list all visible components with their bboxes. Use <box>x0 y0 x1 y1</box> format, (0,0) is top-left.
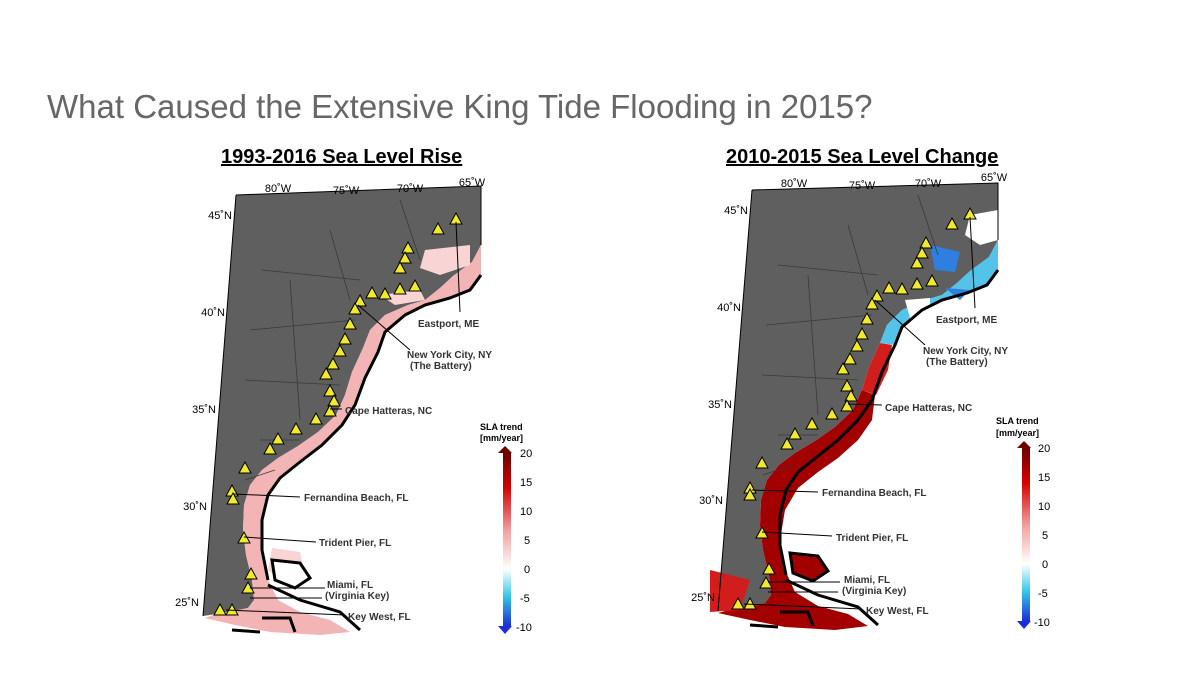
label-miami-2: (Virginia Key) <box>325 591 389 602</box>
cbar-tick: 10 <box>1038 501 1050 513</box>
lon-label-70w: 70˚W <box>397 183 424 195</box>
cbar-tick: 10 <box>520 506 532 518</box>
lon-label-75w: 75˚W <box>333 185 360 197</box>
cbar-tick: -5 <box>1038 588 1048 600</box>
colorbar-left: SLA trend [mm/year] 20 15 10 5 0 -5 -10 <box>480 422 532 634</box>
station-leaders-left <box>225 221 461 616</box>
colorbar-title-2: [mm/year] <box>996 428 1039 438</box>
cbar-tick: -10 <box>516 622 532 634</box>
lat-label-30n: 30˚N <box>183 501 207 513</box>
cuba-outline <box>231 583 362 634</box>
lon-label-80w: 80˚W <box>781 178 808 190</box>
cbar-tick: 5 <box>524 535 530 547</box>
map-left: 80˚W 75˚W 70˚W 65˚W 45˚N 40˚N 35˚N 30˚N … <box>175 177 532 635</box>
label-nyc-2: (The Battery) <box>926 357 988 368</box>
cbar-tick: 15 <box>1038 472 1050 484</box>
ocean-shelf <box>205 245 481 635</box>
label-miami-1: Miami, FL <box>327 580 373 591</box>
label-nyc-1: New York City, NY <box>407 350 492 361</box>
coastline <box>260 274 483 581</box>
cbar-tick: -10 <box>1034 617 1050 629</box>
map-right: 80˚W 75˚W 70˚W 65˚W 45˚N 40˚N 35˚N 30˚N … <box>691 172 1050 630</box>
lat-label-35n: 35˚N <box>708 399 732 411</box>
label-fernandina: Fernandina Beach, FL <box>304 493 408 504</box>
colorbar-right: SLA trend [mm/year] 20 15 10 5 0 -5 -10 <box>996 416 1050 629</box>
label-fernandina: Fernandina Beach, FL <box>822 488 926 499</box>
lon-label-65w: 65˚W <box>981 172 1008 184</box>
label-eastport: Eastport, ME <box>418 319 479 330</box>
label-nyc-1: New York City, NY <box>923 346 1008 357</box>
coastline <box>778 269 1000 576</box>
label-trident: Trident Pier, FL <box>836 533 908 544</box>
label-trident: Trident Pier, FL <box>319 538 391 549</box>
lon-label-65w: 65˚W <box>459 177 486 189</box>
lon-label-75w: 75˚W <box>849 180 876 192</box>
lat-label-25n: 25˚N <box>691 592 715 604</box>
lat-label-45n: 45˚N <box>208 210 232 222</box>
cbar-tick: 5 <box>1042 530 1048 542</box>
slide-title: What Caused the Extensive King Tide Floo… <box>47 88 873 125</box>
cbar-tick: -5 <box>520 593 530 605</box>
tide-stations-right <box>731 206 977 610</box>
ocean-blue-deep <box>930 245 970 300</box>
label-miami-1: Miami, FL <box>844 575 890 586</box>
bahamas-outline <box>270 558 313 590</box>
map-title-right: 2010-2015 Sea Level Change <box>726 146 999 168</box>
label-eastport: Eastport, ME <box>936 315 997 326</box>
lon-label-80w: 80˚W <box>265 183 292 195</box>
map-panel-right: 2010-2015 Sea Level Change 80˚W 75˚W 70˚… <box>600 0 1200 675</box>
map-panel-left: 1993-2016 Sea Level Rise 80˚W 75˚W 70 <box>175 146 532 635</box>
lat-label-35n: 35˚N <box>192 404 216 416</box>
ocean-red-mid <box>710 343 892 612</box>
colorbar-title-2: [mm/year] <box>480 433 523 443</box>
lat-label-45n: 45˚N <box>724 205 748 217</box>
lat-label-40n: 40˚N <box>717 302 741 314</box>
label-keywest: Key West, FL <box>866 606 929 617</box>
cuba-outline <box>749 578 880 629</box>
lat-label-30n: 30˚N <box>699 495 723 507</box>
cbar-tick: 20 <box>520 448 532 460</box>
colorbar-title-1: SLA trend <box>996 416 1039 426</box>
cbar-tick: 20 <box>1038 443 1050 455</box>
ocean-white <box>905 210 998 318</box>
bahamas-outline <box>788 551 831 583</box>
cbar-tick: 0 <box>524 564 530 576</box>
lon-label-70w: 70˚W <box>915 178 942 190</box>
map-title-left: 1993-2016 Sea Level Rise <box>221 146 463 168</box>
label-miami-2: (Virginia Key) <box>842 586 906 597</box>
tide-stations-left <box>213 211 463 616</box>
station-leaders-right <box>743 216 976 610</box>
cbar-tick: 15 <box>520 477 532 489</box>
label-nyc-2: (The Battery) <box>410 361 472 372</box>
cbar-tick: 0 <box>1042 559 1048 571</box>
land-area <box>718 183 998 611</box>
colorbar-title-1: SLA trend <box>480 422 523 432</box>
label-hatteras: Cape Hatteras, NC <box>885 403 972 414</box>
label-keywest: Key West, FL <box>348 612 411 623</box>
ocean-red-south <box>718 390 875 630</box>
label-hatteras: Cape Hatteras, NC <box>345 406 432 417</box>
lat-label-40n: 40˚N <box>201 307 225 319</box>
lat-label-25n: 25˚N <box>175 597 199 609</box>
